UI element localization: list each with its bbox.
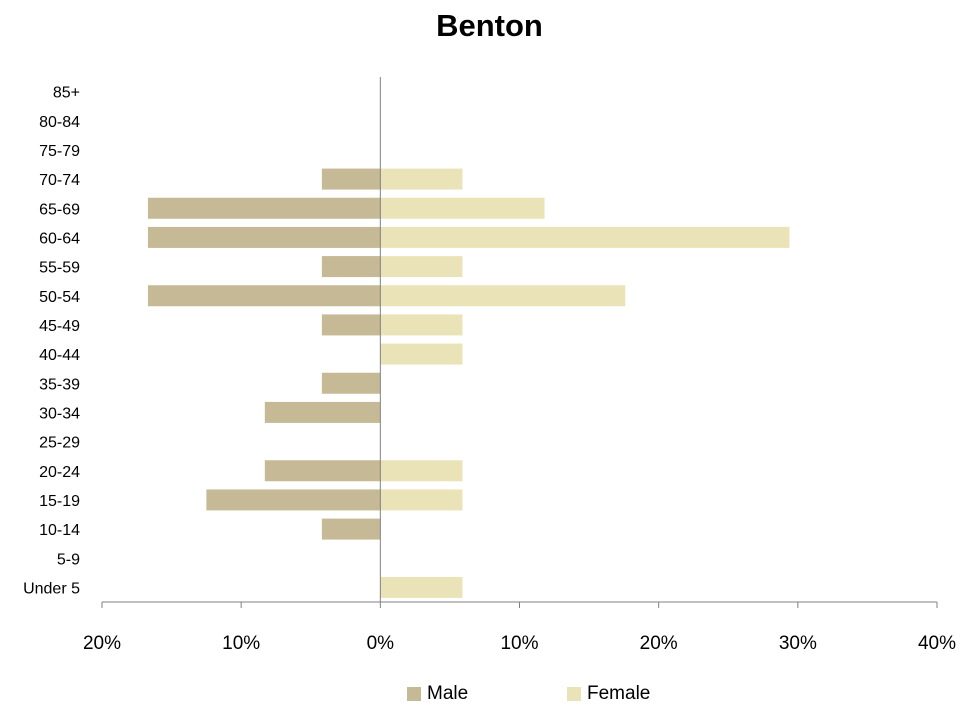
y-tick-label: 70-74 [39,172,80,189]
x-tick-label: 20% [83,633,121,654]
x-tick-label: 0% [367,633,395,654]
y-tick-label: 80-84 [39,114,80,131]
legend-item-female: Female [567,683,650,705]
axes-layer [101,77,938,608]
y-tick-label: 40-44 [39,347,80,364]
y-tick-label: 5-9 [57,551,80,568]
bar-male-30-34 [264,401,381,423]
bar-female-under-5 [380,576,463,598]
y-tick-label: 15-19 [39,493,80,510]
y-tick-label: 20-24 [39,464,80,481]
bar-male-70-74 [321,168,381,190]
bar-male-50-54 [147,285,381,307]
y-tick-label: 85+ [53,85,80,102]
population-pyramid-chart: Under 5 5-9 10-14 15-19 20-24 25-29 30-34 35-39… [23,77,956,654]
bar-female-45-49 [380,314,463,336]
y-tick-label: 60-64 [39,230,80,247]
bar-female-40-44 [380,343,463,365]
bar-male-20-24 [264,460,381,482]
y-tick-label: 50-54 [39,289,80,306]
y-tick-label: Under 5 [23,580,80,597]
bar-male-65-69 [147,197,381,219]
bar-female-65-69 [380,197,545,219]
legend: Male Female [0,683,979,709]
legend-item-male: Male [407,683,468,705]
bar-male-15-19 [206,489,381,511]
legend-label-female: Female [587,683,651,704]
y-tick-label: 30-34 [39,405,80,422]
y-tick-label: 25-29 [39,435,80,452]
y-tick-label: 55-59 [39,260,80,277]
y-tick-label: 45-49 [39,318,80,335]
bar-male-45-49 [321,314,381,336]
bar-male-55-59 [321,256,381,278]
bar-female-15-19 [380,489,463,511]
bar-male-10-14 [321,518,381,540]
legend-swatch-female [567,687,581,701]
y-tick-label: 75-79 [39,143,80,160]
y-tick-label: 35-39 [39,376,80,393]
x-tick-label: 10% [222,633,260,654]
bar-female-20-24 [380,460,463,482]
x-tick-label: 40% [918,633,956,654]
bar-female-50-54 [380,285,626,307]
x-tick-label: 20% [640,633,678,654]
x-tick-label: 30% [779,633,817,654]
bar-female-55-59 [380,256,463,278]
bars-layer [147,168,790,598]
chart-title: Benton [436,8,543,43]
legend-swatch-male [407,687,421,701]
bar-male-60-64 [147,226,381,248]
labels-layer: Under 5 5-9 10-14 15-19 20-24 25-29 30-34 35-39… [23,85,956,654]
y-tick-label: 10-14 [39,522,80,539]
x-tick-label: 10% [500,633,538,654]
bar-female-60-64 [380,226,790,248]
bar-male-35-39 [321,372,381,394]
y-tick-label: 65-69 [39,201,80,218]
bar-female-70-74 [380,168,463,190]
legend-label-male: Male [427,683,469,704]
